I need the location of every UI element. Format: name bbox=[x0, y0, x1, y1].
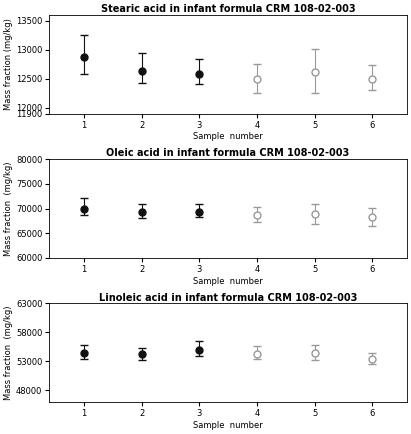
Y-axis label: Mass fraction  (mg/kg): Mass fraction (mg/kg) bbox=[4, 161, 13, 256]
Title: Oleic acid in infant formula CRM 108-02-003: Oleic acid in infant formula CRM 108-02-… bbox=[106, 148, 350, 158]
X-axis label: Sample  number: Sample number bbox=[193, 276, 263, 286]
Title: Stearic acid in infant formula CRM 108-02-003: Stearic acid in infant formula CRM 108-0… bbox=[101, 4, 356, 14]
Title: Linoleic acid in infant formula CRM 108-02-003: Linoleic acid in infant formula CRM 108-… bbox=[99, 293, 357, 302]
X-axis label: Sample  number: Sample number bbox=[193, 132, 263, 141]
Y-axis label: Mass fraction (mg/kg): Mass fraction (mg/kg) bbox=[4, 18, 13, 110]
X-axis label: Sample  number: Sample number bbox=[193, 421, 263, 430]
Y-axis label: Mass fraction  (mg/kg): Mass fraction (mg/kg) bbox=[4, 306, 13, 400]
